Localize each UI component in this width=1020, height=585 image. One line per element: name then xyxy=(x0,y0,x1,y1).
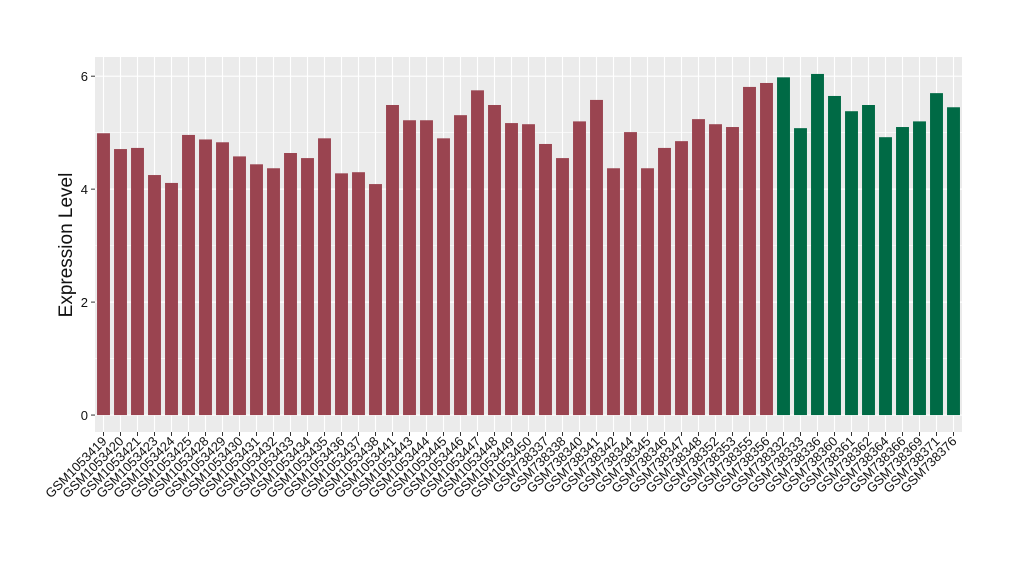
bar xyxy=(403,120,416,416)
bar xyxy=(114,149,127,416)
bar xyxy=(233,156,246,416)
bar xyxy=(675,141,688,416)
bar xyxy=(913,121,926,416)
y-tick-label: 6 xyxy=(81,69,88,84)
bar xyxy=(335,173,348,416)
y-tick-label: 2 xyxy=(81,295,88,310)
bar xyxy=(879,137,892,416)
bar xyxy=(97,133,110,416)
bar xyxy=(692,119,705,416)
bar xyxy=(930,93,943,416)
bar xyxy=(811,73,824,416)
bar xyxy=(522,124,535,416)
bar xyxy=(369,184,382,416)
bar xyxy=(505,123,518,416)
bar xyxy=(267,168,280,416)
bar xyxy=(760,82,773,416)
bar xyxy=(828,95,841,416)
bar xyxy=(165,182,178,416)
bar xyxy=(641,168,654,416)
bar xyxy=(284,153,297,416)
bar xyxy=(318,138,331,416)
bar xyxy=(301,158,314,416)
bar xyxy=(352,172,365,416)
bar xyxy=(624,132,637,416)
bar xyxy=(709,124,722,416)
bar xyxy=(743,86,756,416)
y-tick-label: 0 xyxy=(81,408,88,423)
bar xyxy=(539,143,552,416)
bar xyxy=(420,120,433,416)
bar xyxy=(777,77,790,416)
bar xyxy=(845,111,858,416)
y-tick-label: 4 xyxy=(81,182,88,197)
bar xyxy=(199,139,212,416)
bar xyxy=(437,138,450,416)
bar xyxy=(216,142,229,416)
bar xyxy=(726,127,739,416)
bar xyxy=(947,107,960,416)
bar xyxy=(182,134,195,416)
bar xyxy=(250,164,263,416)
bar xyxy=(794,128,807,416)
bar xyxy=(658,147,671,416)
bar xyxy=(607,168,620,416)
bar xyxy=(454,115,467,416)
bar xyxy=(488,105,501,416)
bar xyxy=(148,175,161,416)
y-axis-label: Expression Level xyxy=(56,173,77,318)
bar xyxy=(471,90,484,416)
bar xyxy=(131,147,144,416)
bar xyxy=(590,99,603,416)
bar xyxy=(862,105,875,416)
bar xyxy=(573,121,586,416)
bar xyxy=(896,127,909,416)
bar xyxy=(386,105,399,416)
bar xyxy=(556,158,569,416)
